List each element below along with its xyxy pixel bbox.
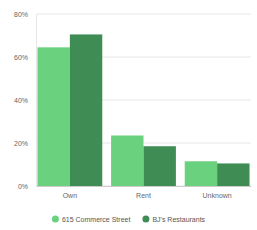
legend-label: 615 Commerce Street <box>62 216 131 223</box>
legend-swatch <box>142 216 149 223</box>
bar-series <box>70 34 250 186</box>
y-tick: 0% <box>18 183 36 190</box>
chart: 0% 20% 40% 60% 80% Own Rent Unknown 615 Commerce… <box>0 0 257 230</box>
x-tick-label: Own <box>63 192 77 199</box>
x-axis-line <box>37 186 252 187</box>
plot: 0% 20% 40% 60% 80% Own Rent Unknown <box>14 11 252 199</box>
y-tick: 20% <box>14 140 36 147</box>
x-tick: Unknown <box>203 186 232 199</box>
x-tick: Rent <box>136 186 151 199</box>
bar-series <box>37 47 217 186</box>
y-tick-label: 40% <box>14 97 28 104</box>
legend-label: BJ's Restaurants <box>152 216 205 223</box>
y-tick: 40% <box>14 97 36 104</box>
legend-swatch <box>52 216 59 223</box>
y-axis: 0% 20% 40% 60% 80% <box>14 11 37 190</box>
x-tick: Own <box>63 186 77 199</box>
bar <box>144 146 176 186</box>
legend: 615 Commerce Street BJ's Restaurants <box>52 216 206 223</box>
y-tick-label: 0% <box>18 183 28 190</box>
y-tick: 60% <box>14 54 36 61</box>
y-tick: 80% <box>14 11 36 18</box>
y-tick-label: 20% <box>14 140 28 147</box>
y-tick-label: 80% <box>14 11 28 18</box>
bar <box>185 161 217 186</box>
grid <box>36 14 251 186</box>
x-tick-label: Unknown <box>203 192 232 199</box>
x-tick-label: Rent <box>136 192 151 199</box>
bar <box>37 47 69 186</box>
bar <box>111 135 143 186</box>
legend-item: 615 Commerce Street <box>52 216 131 223</box>
y-axis-line <box>36 15 37 187</box>
y-tick-label: 60% <box>14 54 28 61</box>
bar <box>70 34 102 186</box>
bars <box>37 34 249 186</box>
grid-line <box>36 14 251 15</box>
x-axis: Own Rent Unknown <box>37 186 252 199</box>
bar <box>217 163 249 186</box>
legend-item: BJ's Restaurants <box>142 216 205 223</box>
